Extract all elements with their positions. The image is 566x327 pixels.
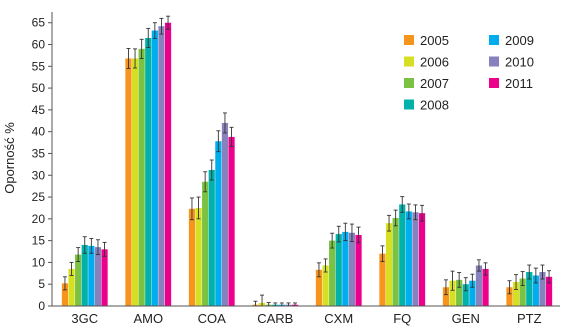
y-tick-label: 0 [38, 299, 45, 313]
bar-amo-2005 [125, 58, 132, 307]
legend-label-2008: 2008 [420, 98, 449, 113]
y-tick-label: 30 [32, 168, 46, 182]
bar-gen-2009 [469, 280, 476, 306]
y-tick-label: 10 [32, 255, 46, 269]
bar-cxm-2006 [322, 265, 329, 306]
legend-swatch-2007 [404, 78, 414, 88]
bar-fq-2007 [392, 217, 399, 306]
bar-amo-2009 [151, 30, 158, 307]
bar-3gc-2008 [81, 244, 88, 306]
bar-ptz-2010 [539, 272, 546, 306]
bar-cxm-2011 [355, 234, 362, 306]
bar-cxm-2005 [315, 269, 323, 306]
bar-cxm-2007 [329, 240, 336, 306]
legend-label-2006: 2006 [420, 55, 449, 70]
y-tick-label: 15 [32, 234, 46, 248]
y-tick-label: 45 [32, 103, 46, 117]
bar-cxm-2009 [342, 231, 349, 306]
bar-ptz-2006 [512, 282, 520, 306]
y-tick-label: 60 [32, 38, 46, 52]
bar-ptz-2009 [532, 275, 539, 306]
bar-3gc-2011 [101, 249, 108, 306]
legend-label-2010: 2010 [505, 55, 534, 70]
bar-coa-2009 [215, 141, 222, 306]
y-tick-label: 55 [32, 59, 46, 73]
y-tick-label: 50 [32, 81, 46, 95]
y-tick-label: 40 [32, 125, 46, 139]
bar-3gc-2009 [88, 245, 95, 306]
legend-label-2011: 2011 [505, 76, 533, 91]
legend-label-2009: 2009 [505, 33, 534, 48]
y-tick-label: 5 [38, 277, 45, 291]
legend-swatch-2010 [489, 56, 499, 67]
bar-gen-2010 [475, 265, 483, 306]
bar-coa-2008 [208, 170, 215, 306]
bar-coa-2011 [228, 136, 235, 306]
bar-3gc-2010 [94, 247, 102, 306]
bar-fq-2008 [399, 204, 406, 306]
category-label-ptz: PTZ [517, 311, 542, 326]
legend-label-2007: 2007 [420, 76, 449, 91]
category-label-gen: GEN [452, 311, 480, 326]
bar-fq-2005 [379, 253, 386, 306]
bar-3gc-2007 [75, 254, 82, 306]
legend-swatch-2006 [404, 56, 414, 67]
category-label-amo: AMO [133, 311, 163, 326]
bar-gen-2007 [456, 279, 463, 306]
bar-coa-2010 [221, 122, 229, 307]
bar-ptz-2008 [526, 272, 533, 306]
bar-ptz-2011 [545, 276, 553, 306]
bar-amo-2011 [164, 22, 172, 306]
bar-fq-2011 [418, 213, 426, 306]
bar-gen-2005 [442, 287, 450, 306]
category-label-fq: FQ [393, 311, 411, 326]
bar-3gc-2005 [61, 283, 69, 306]
bar-ptz-2007 [519, 278, 526, 306]
legend: 2005 2006 2007 2008 2009 2010 2011 [404, 33, 534, 113]
y-axis-title: Oporność % [2, 122, 17, 194]
y-tick-label: 35 [32, 146, 46, 160]
bar-fq-2010 [412, 212, 419, 306]
y-tick-label: 65 [32, 16, 46, 30]
bar-amo-2008 [145, 37, 152, 306]
bar-fq-2009 [405, 211, 412, 306]
bar-coa-2006 [195, 207, 202, 306]
category-label-3gc: 3GC [71, 311, 98, 326]
bar-amo-2006 [131, 58, 139, 307]
category-label-cxm: CXM [324, 311, 353, 326]
bar-cxm-2010 [348, 232, 356, 306]
category-label-carb: CARB [257, 311, 293, 326]
legend-swatch-2008 [404, 99, 414, 110]
bar-coa-2007 [202, 181, 209, 306]
y-axis: 0 5 10 15 20 25 30 35 40 45 50 55 60 65 [32, 12, 53, 313]
bar-gen-2011 [482, 268, 489, 306]
bar-amo-2010 [158, 26, 165, 306]
bar-ptz-2005 [506, 287, 513, 306]
bar-fq-2006 [385, 223, 393, 306]
bar-cxm-2008 [335, 234, 342, 306]
bar-amo-2007 [138, 48, 145, 307]
bar-3gc-2006 [68, 268, 75, 306]
legend-label-2005: 2005 [420, 33, 449, 48]
legend-swatch-2005 [404, 35, 414, 45]
bar-coa-2005 [188, 208, 196, 306]
y-tick-label: 25 [32, 190, 46, 204]
legend-swatch-2009 [489, 35, 499, 45]
bars-group [61, 15, 553, 307]
x-axis: 3GC AMO COA CARB CXM FQ GEN PTZ [52, 305, 560, 326]
legend-swatch-2011 [489, 78, 499, 88]
y-tick-label: 20 [32, 212, 46, 226]
bar-gen-2006 [449, 280, 456, 306]
category-label-coa: COA [198, 311, 227, 326]
bar-gen-2008 [462, 284, 469, 306]
